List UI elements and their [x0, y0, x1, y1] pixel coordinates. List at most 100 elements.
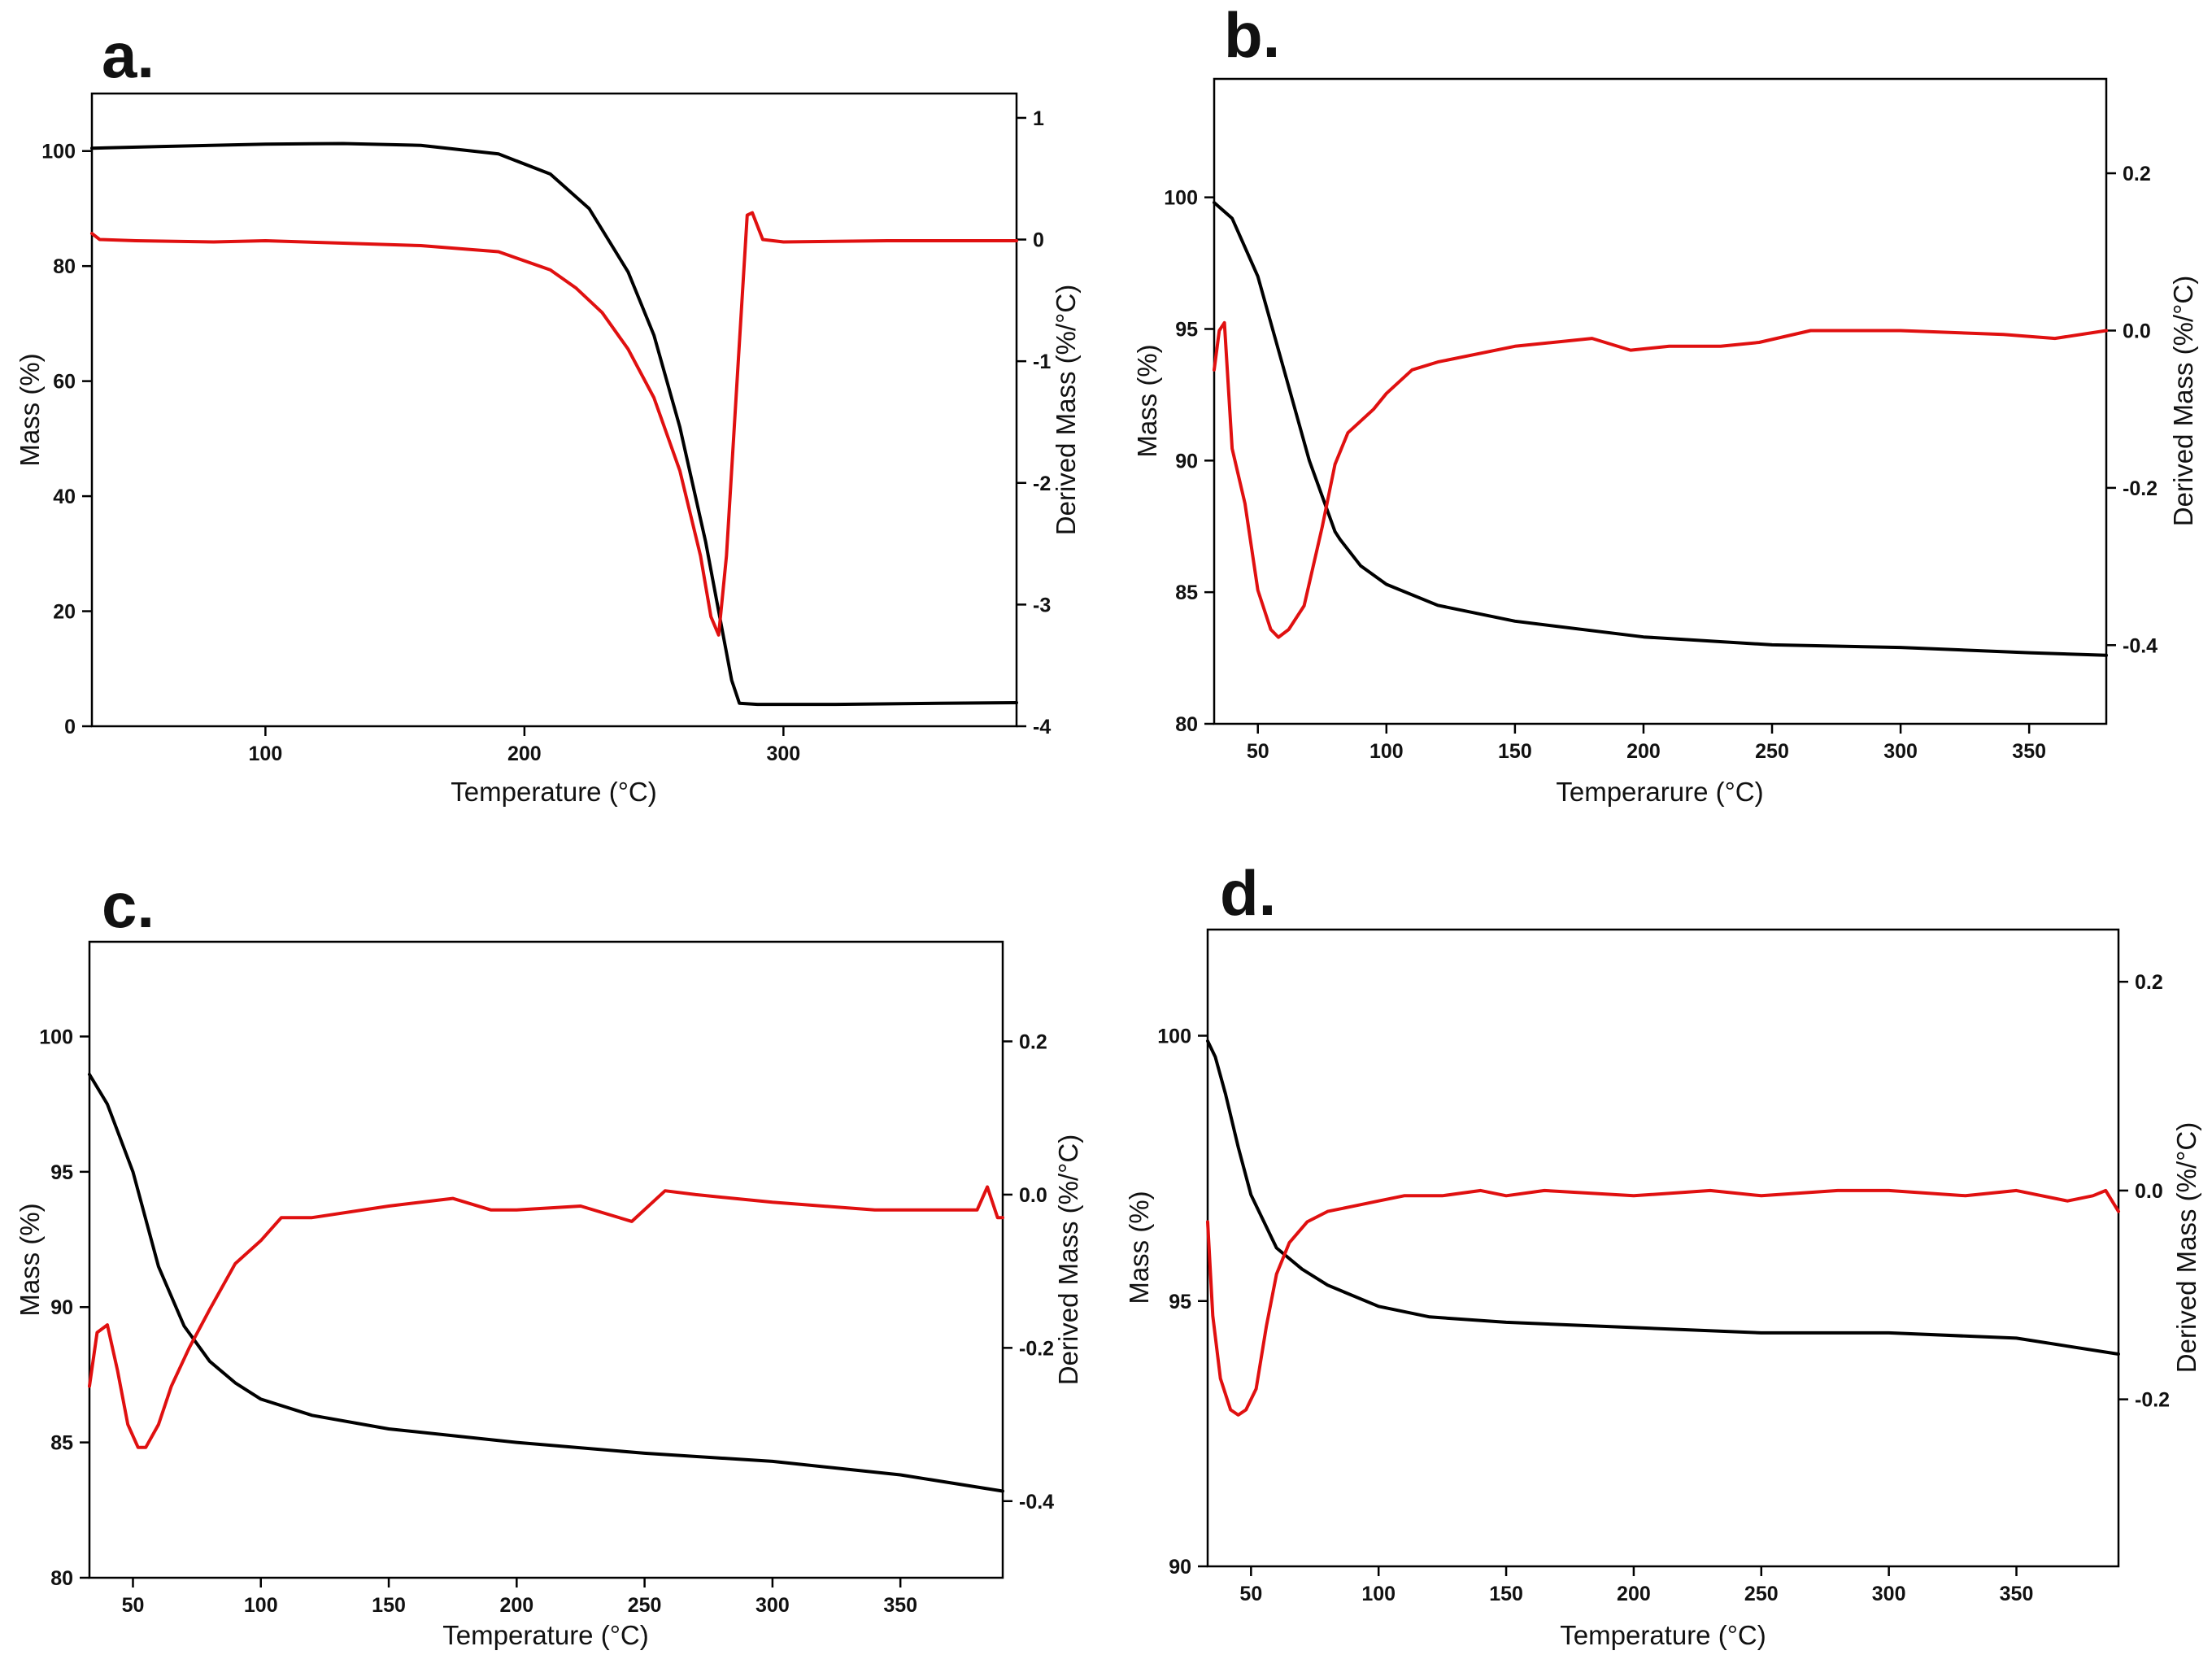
panel-a-derived-mass-line: [90, 211, 1018, 637]
panel-d-y-tick-label: 100: [1157, 1026, 1191, 1048]
panel-b-mass-line: [1213, 201, 2108, 657]
panel-b-x-ticks: 50 100 150 200 250 300 350: [1247, 724, 2046, 763]
panel-c-x-tick-label: 150: [372, 1594, 406, 1617]
panel-c-y-axis-title: Mass (%): [15, 1203, 45, 1316]
panel-d-y-ticks: 90 95 100: [1157, 1026, 1208, 1579]
panel-c: c. Temperature (°C) Mass (%) Derived Mas…: [15, 869, 1083, 1650]
panel-d-x-tick-label: 50: [1239, 1583, 1262, 1605]
panel-b-x-tick-label: 250: [1755, 740, 1789, 763]
panel-b-x-tick-label: 300: [1883, 740, 1918, 763]
panel-a-y2-tick-label: -2: [1033, 473, 1051, 495]
panel-a-y-tick-label: 60: [53, 371, 76, 394]
panel-b-series: [1213, 201, 2108, 657]
panel-c-y-ticks: 80 85 90 95 100: [39, 1026, 89, 1590]
panel-c-mass-line: [88, 1073, 1004, 1493]
panel-b-x-tick-label: 100: [1369, 740, 1404, 763]
panel-c-x-tick-label: 250: [628, 1594, 662, 1617]
panel-a-x-tick-label: 100: [249, 743, 283, 765]
panel-b-y-tick-label: 90: [1175, 450, 1198, 473]
panel-a-y2-tick-label: 0: [1033, 229, 1044, 252]
panel-d-x-ticks: 50 100 150 200 250 300 350: [1239, 1566, 2033, 1605]
panel-d-series: [1206, 1039, 2120, 1417]
panel-d-mass-line: [1206, 1039, 2120, 1356]
panel-b-x-axis-title: Temperarure (°C): [1556, 777, 1763, 807]
panel-c-y-tick-label: 85: [50, 1432, 73, 1455]
panel-b-plot-frame: [1213, 77, 2108, 725]
panel-c-y2-ticks: 0.2 0.0 -0.2 -0.4: [1003, 1030, 1054, 1513]
panel-a-y2-ticks: 1 0 -1 -2 -3 -4: [1017, 107, 1051, 738]
panel-b-y-tick-label: 80: [1175, 713, 1198, 736]
panel-a: a. Temperature (°C) Mass (%) Derived Mas…: [15, 20, 1081, 807]
panel-b-y-tick-label: 100: [1164, 187, 1198, 210]
panel-b-label: b.: [1224, 0, 1280, 71]
panel-d-y2-axis-title: Derived Mass (%/°C): [2171, 1122, 2201, 1373]
panel-c-y-tick-label: 100: [39, 1026, 73, 1048]
panel-a-x-axis-title: Temperature (°C): [451, 777, 656, 807]
panel-a-plot-frame: [90, 92, 1018, 728]
panel-c-x-axis-title: Temperature (°C): [442, 1620, 648, 1650]
panel-b-x-tick-label: 200: [1626, 740, 1661, 763]
panel-b-y-tick-label: 85: [1175, 581, 1198, 604]
panel-a-y2-axis-title: Derived Mass (%/°C): [1051, 285, 1081, 535]
panel-a-y2-tick-label: 1: [1033, 107, 1044, 130]
panel-c-derived-mass-line: [88, 1185, 1004, 1449]
panel-d-label: d.: [1220, 857, 1276, 929]
panel-a-y-tick-label: 40: [53, 486, 76, 508]
panel-c-series: [88, 1073, 1004, 1493]
panel-c-y2-tick-label: -0.4: [1019, 1491, 1054, 1513]
panel-c-plot-frame: [88, 940, 1004, 1579]
panel-b-x-tick-label: 150: [1498, 740, 1532, 763]
panel-a-y-tick-label: 0: [64, 716, 76, 738]
panel-c-label: c.: [102, 869, 155, 941]
panel-b-y-axis-title: Mass (%): [1132, 344, 1162, 457]
panel-c-y2-tick-label: -0.2: [1019, 1337, 1054, 1360]
panel-d-y2-tick-label: 0.0: [2135, 1180, 2163, 1203]
panel-c-y2-tick-label: 0.0: [1019, 1184, 1047, 1207]
panel-b: b. Temperarure (°C) Mass (%) Derived Mas…: [1132, 0, 2198, 807]
panel-c-x-ticks: 50 100 150 200 250 300 350: [122, 1578, 917, 1617]
panel-c-y-tick-label: 80: [50, 1567, 73, 1590]
panel-d-y-axis-title: Mass (%): [1124, 1191, 1154, 1304]
panel-d: d. Temperature (°C) Mass (%) Derived Mas…: [1124, 857, 2201, 1650]
panel-a-y-tick-label: 20: [53, 601, 76, 624]
panel-d-derived-mass-line: [1206, 1188, 2120, 1417]
panel-d-x-tick-label: 200: [1617, 1583, 1651, 1605]
panel-c-y-tick-label: 95: [50, 1161, 73, 1184]
panel-d-x-tick-label: 250: [1744, 1583, 1779, 1605]
panel-a-x-tick-label: 200: [507, 743, 542, 765]
panel-d-x-tick-label: 100: [1361, 1583, 1396, 1605]
panel-d-y2-tick-label: 0.2: [2135, 971, 2163, 994]
panel-c-x-tick-label: 100: [244, 1594, 278, 1617]
panel-a-y-ticks: 0 20 40 60 80 100: [41, 141, 92, 738]
panel-b-y2-tick-label: -0.4: [2123, 634, 2158, 657]
panel-a-y2-tick-label: -1: [1033, 351, 1051, 373]
panel-b-y2-axis-title: Derived Mass (%/°C): [2168, 276, 2198, 526]
panel-d-y2-tick-label: -0.2: [2135, 1389, 2170, 1412]
panel-c-y2-axis-title: Derived Mass (%/°C): [1053, 1135, 1083, 1385]
panel-b-y2-ticks: 0.2 0.0 -0.2 -0.4: [2106, 163, 2158, 657]
panel-d-x-tick-label: 300: [1872, 1583, 1906, 1605]
panel-c-y2-tick-label: 0.2: [1019, 1030, 1047, 1053]
panel-c-x-tick-label: 350: [883, 1594, 917, 1617]
panel-a-y-axis-title: Mass (%): [15, 353, 45, 466]
panel-a-label: a.: [102, 20, 155, 91]
panel-d-x-axis-title: Temperature (°C): [1560, 1620, 1766, 1650]
panel-d-x-tick-label: 150: [1489, 1583, 1523, 1605]
panel-d-plot-frame: [1206, 928, 2120, 1568]
panel-d-x-tick-label: 350: [2000, 1583, 2034, 1605]
panel-d-y-tick-label: 95: [1169, 1291, 1191, 1313]
panel-a-series: [90, 142, 1018, 707]
panel-b-x-tick-label: 50: [1247, 740, 1269, 763]
panel-c-x-tick-label: 50: [122, 1594, 145, 1617]
panel-b-y2-tick-label: 0.0: [2123, 320, 2151, 342]
panel-c-x-tick-label: 300: [755, 1594, 790, 1617]
panel-c-x-tick-label: 200: [499, 1594, 533, 1617]
panel-d-y-tick-label: 90: [1169, 1556, 1191, 1579]
panel-a-y2-tick-label: -3: [1033, 594, 1051, 616]
panel-b-derived-mass-line: [1213, 320, 2108, 639]
panel-a-mass-line: [90, 142, 1018, 707]
panel-b-y-tick-label: 95: [1175, 318, 1198, 341]
panel-a-x-ticks: 100 200 300: [249, 726, 800, 765]
panel-c-y-tick-label: 90: [50, 1296, 73, 1319]
